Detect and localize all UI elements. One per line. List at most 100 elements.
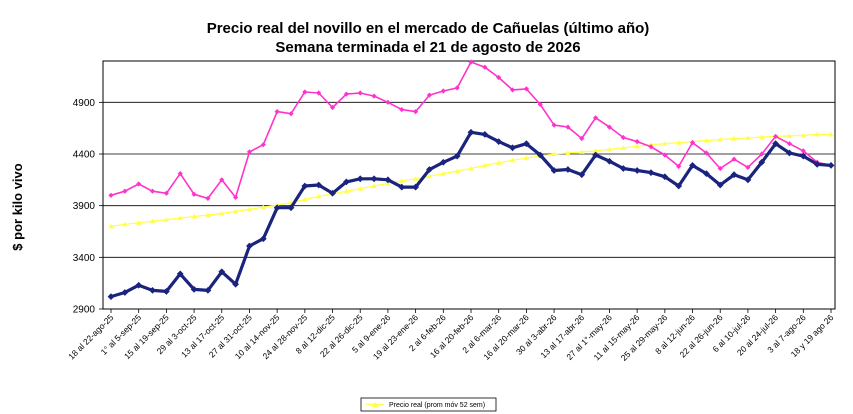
- series-real-point: [606, 157, 613, 165]
- series-real-point: [495, 138, 503, 145]
- series-moving-average-point: [786, 133, 793, 138]
- series-moving-average-point: [523, 155, 529, 161]
- legend-swatch-marker: [372, 402, 378, 407]
- series-real-point: [315, 181, 323, 189]
- series-nominal-point: [593, 115, 599, 121]
- series-moving-average-point: [316, 193, 322, 199]
- legend-label-moving-average: Precio real (prom móv 52 sem): [389, 402, 485, 409]
- series-nominal-point: [579, 135, 585, 142]
- series-real-point: [232, 280, 240, 288]
- series-moving-average-point: [371, 183, 377, 189]
- series-real-point: [162, 288, 170, 295]
- series-moving-average-point: [551, 151, 557, 156]
- series-real-point: [467, 128, 475, 136]
- series-moving-average-point: [800, 132, 806, 138]
- series-nominal-point: [662, 152, 668, 158]
- series-moving-average-point: [136, 220, 142, 225]
- series-real-point: [619, 165, 627, 172]
- series-moving-average-point: [343, 188, 349, 194]
- series-nominal-point: [759, 151, 765, 157]
- series-nominal-point: [454, 85, 460, 91]
- series-nominal-point: [606, 124, 613, 130]
- y-tick-label: 4400: [73, 150, 96, 161]
- series-nominal-point: [136, 181, 142, 187]
- series-nominal-point: [302, 89, 308, 95]
- series-moving-average-point: [468, 165, 474, 171]
- series-real-point: [661, 173, 669, 181]
- series-moving-average-point: [454, 168, 460, 174]
- series-real-point: [675, 182, 683, 190]
- series-moving-average-point: [565, 150, 571, 155]
- series-nominal-point: [523, 86, 529, 92]
- series-nominal-point: [357, 90, 363, 96]
- series-moving-average-point: [246, 206, 253, 212]
- series-real-point: [799, 152, 807, 160]
- series-moving-average-point: [814, 131, 820, 137]
- series-real-point: [287, 204, 295, 212]
- series-real-point: [246, 242, 253, 250]
- chart-subtitle: Semana terminada el 21 de agosto de 2026: [275, 39, 580, 56]
- series-moving-average-point: [496, 160, 502, 165]
- series-real-point: [730, 171, 738, 179]
- series-real-point: [301, 182, 309, 190]
- series-moving-average-point: [149, 218, 156, 224]
- series-nominal-point: [426, 92, 433, 98]
- series-real-point: [426, 166, 433, 173]
- series-moving-average-point: [676, 140, 682, 145]
- series-nominal-point: [288, 111, 294, 117]
- series-moving-average-point: [717, 136, 723, 142]
- series-nominal-point: [773, 133, 779, 140]
- series-moving-average-point: [759, 134, 765, 139]
- series-moving-average-point: [122, 221, 128, 227]
- series-real-point: [218, 268, 226, 276]
- series-moving-average-point: [260, 204, 266, 210]
- y-tick-label: 3900: [73, 201, 96, 212]
- y-tick-label: 4900: [73, 98, 96, 109]
- series-real-point: [342, 178, 350, 186]
- series-real-point: [481, 130, 489, 138]
- series-moving-average-point: [828, 131, 834, 137]
- series-real-point: [176, 270, 184, 278]
- series-real-point: [786, 149, 793, 157]
- series-real-point: [190, 285, 198, 293]
- series-nominal-point: [800, 148, 806, 154]
- series-moving-average-point: [482, 162, 488, 168]
- series-nominal-point: [731, 156, 737, 162]
- series-nominal-point: [219, 177, 225, 183]
- series-real-point: [702, 170, 710, 178]
- series-nominal-point: [482, 64, 488, 70]
- y-axis-ticks: 2900 3400 3900 4400 4900: [73, 98, 103, 316]
- series-moving-average-point: [509, 157, 516, 163]
- series-real-point: [522, 140, 530, 148]
- series-real-point: [135, 281, 143, 289]
- series-nominal-point: [786, 141, 793, 147]
- legend-box: [360, 397, 497, 412]
- series-real-point: [204, 287, 212, 294]
- series-real-point: [107, 293, 115, 300]
- series-real-point: [578, 171, 586, 179]
- series-nominal-point: [509, 87, 516, 93]
- series-nominal-point: [648, 144, 654, 150]
- series-layer: [107, 59, 835, 300]
- series-real-point: [398, 183, 406, 191]
- legend: Precio real (prom móv 52 sem): [360, 397, 497, 412]
- series-real-point: [716, 181, 724, 189]
- series-nominal-point: [260, 142, 266, 148]
- series-nominal-point: [676, 163, 682, 169]
- series-moving-average-point: [731, 135, 737, 141]
- series-nominal-point: [191, 191, 197, 197]
- series-nominal-point: [413, 109, 419, 115]
- series-nominal-point: [468, 59, 474, 65]
- gridlines: [103, 101, 835, 258]
- series-nominal-point: [399, 106, 405, 113]
- series-moving-average-point: [440, 171, 446, 176]
- series-real-point: [412, 183, 420, 191]
- series-real-point: [758, 158, 766, 166]
- series-real-point: [813, 160, 821, 168]
- series-moving-average-point: [745, 135, 751, 140]
- series-nominal-point: [246, 149, 253, 155]
- series-real-point: [329, 189, 336, 197]
- series-nominal-point: [745, 164, 751, 171]
